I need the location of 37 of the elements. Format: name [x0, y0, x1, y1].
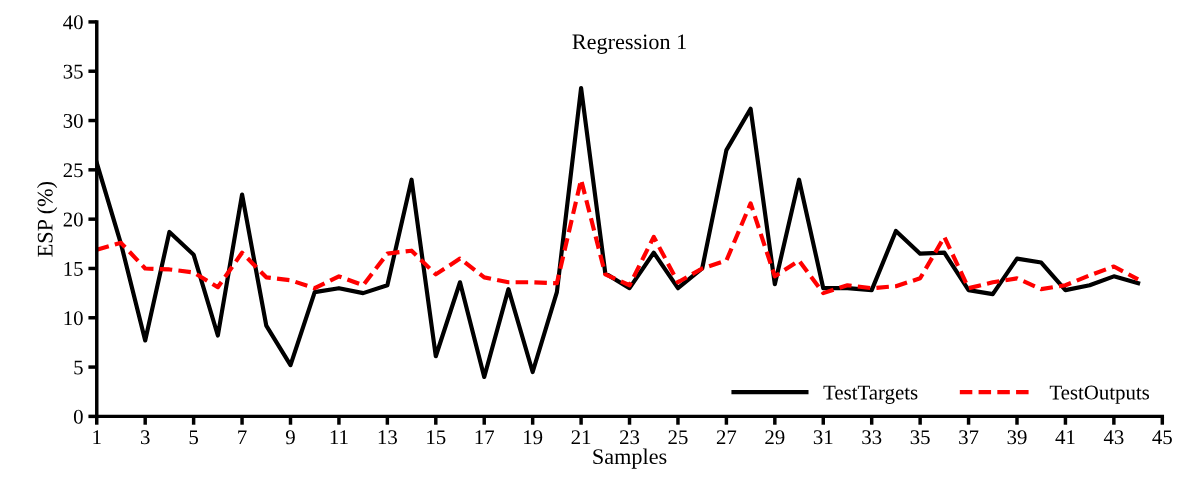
y-tick-label: 40: [63, 15, 83, 30]
x-tick-label: 39: [1007, 430, 1027, 445]
y-tick-label: 0: [73, 409, 83, 424]
x-tick-label: 9: [285, 430, 295, 445]
legend-label: TestTargets: [823, 385, 918, 404]
x-tick-label: 27: [716, 430, 737, 445]
y-tick-label: 25: [63, 163, 83, 178]
y-tick-label: 30: [63, 113, 83, 128]
x-tick-label: 37: [959, 430, 979, 445]
y-tick-label: 5: [74, 360, 83, 375]
x-tick-label: 19: [524, 430, 543, 445]
x-tick-label: 17: [475, 430, 495, 445]
x-tick-label: 7: [238, 430, 247, 445]
x-tick-label: 33: [862, 430, 882, 445]
x-tick-label: 23: [620, 430, 640, 445]
x-tick-label: 45: [1152, 430, 1172, 445]
x-tick-label: 25: [668, 430, 688, 445]
y-tick-label: 10: [64, 311, 83, 326]
y-tick-label: 15: [64, 261, 83, 276]
x-axis-title: Samples: [593, 448, 667, 469]
x-tick-label: 11: [330, 430, 348, 445]
x-tick-label: 3: [140, 430, 150, 445]
x-tick-label: 13: [378, 430, 397, 445]
x-tick-label: 43: [1103, 430, 1124, 445]
x-tick-label: 35: [910, 430, 930, 445]
x-tick-label: 31: [813, 430, 833, 445]
text: Regression 1: [572, 34, 686, 54]
x-tick-label: 21: [571, 430, 591, 445]
x-tick-label: 1: [93, 430, 101, 445]
x-tick-label: 15: [427, 430, 446, 445]
legend-label: TestOutputs: [1049, 385, 1150, 404]
x-tick-label: 29: [765, 430, 785, 445]
x-tick-label: 5: [189, 430, 199, 445]
y-axis-title: ESP (%): [37, 181, 58, 257]
y-tick-label: 20: [63, 212, 83, 227]
y-tick-label: 35: [63, 64, 83, 79]
x-tick-label: 41: [1055, 430, 1075, 445]
